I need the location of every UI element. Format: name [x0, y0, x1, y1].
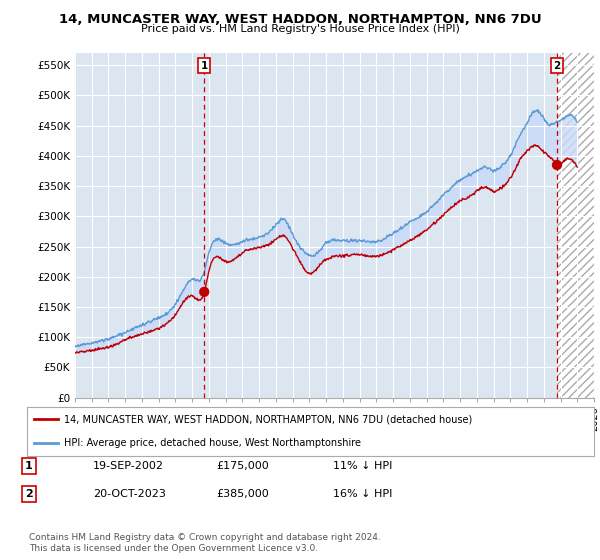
Text: 20-OCT-2023: 20-OCT-2023 [93, 489, 166, 499]
Text: Price paid vs. HM Land Registry's House Price Index (HPI): Price paid vs. HM Land Registry's House … [140, 24, 460, 34]
Text: £175,000: £175,000 [216, 461, 269, 471]
Bar [557, 53, 594, 398]
Point [552, 161, 562, 170]
Text: 14, MUNCASTER WAY, WEST HADDON, NORTHAMPTON, NN6 7DU: 14, MUNCASTER WAY, WEST HADDON, NORTHAMP… [59, 13, 541, 26]
Text: 16% ↓ HPI: 16% ↓ HPI [333, 489, 392, 499]
Point [199, 287, 209, 296]
Text: 1: 1 [25, 461, 32, 471]
Text: 2: 2 [553, 61, 560, 71]
Text: Contains HM Land Registry data © Crown copyright and database right 2024.
This d: Contains HM Land Registry data © Crown c… [29, 533, 380, 553]
Text: HPI: Average price, detached house, West Northamptonshire: HPI: Average price, detached house, West… [64, 437, 361, 447]
Text: 19-SEP-2002: 19-SEP-2002 [93, 461, 164, 471]
Text: 2: 2 [25, 489, 32, 499]
Bar [557, 53, 594, 398]
Text: 1: 1 [200, 61, 208, 71]
Text: £385,000: £385,000 [216, 489, 269, 499]
Text: 11% ↓ HPI: 11% ↓ HPI [333, 461, 392, 471]
Text: 14, MUNCASTER WAY, WEST HADDON, NORTHAMPTON, NN6 7DU (detached house): 14, MUNCASTER WAY, WEST HADDON, NORTHAMP… [64, 414, 472, 424]
